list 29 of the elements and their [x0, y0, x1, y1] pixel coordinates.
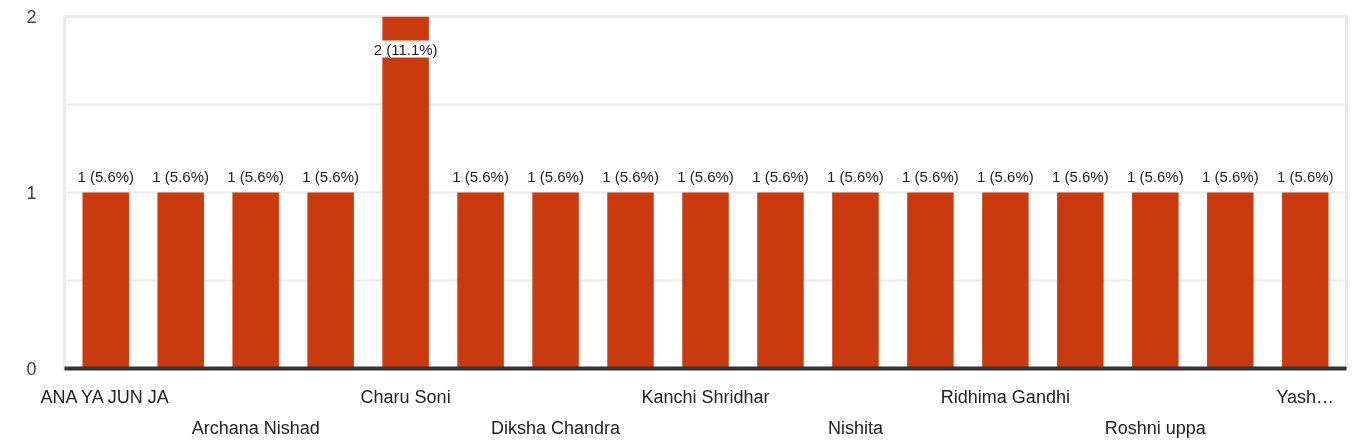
data-label: 1 (5.6%)	[1052, 167, 1109, 185]
data-label: 1 (5.6%)	[902, 167, 959, 185]
x-tick-label: Kanchi Shridhar	[641, 386, 770, 407]
data-label: 1 (5.6%)	[227, 167, 285, 185]
y-tick-label: 2	[26, 7, 37, 27]
x-tick-label: Diksha Chandra	[491, 417, 622, 438]
x-tick-label: Roshni uppa	[1104, 417, 1207, 438]
x-tick-label: Ridhima Gandhi	[940, 386, 1070, 407]
data-label: 1 (5.6%)	[827, 167, 884, 185]
data-label: 1 (5.6%)	[1276, 167, 1334, 185]
y-tick-label: 1	[26, 183, 37, 203]
x-tick-label: Nishita	[827, 417, 884, 438]
data-label: 1 (5.6%)	[152, 167, 210, 185]
data-label: 1 (5.6%)	[452, 167, 509, 185]
data-label: 1 (5.6%)	[752, 167, 809, 185]
x-tick-label: Archana Nishad	[191, 417, 320, 438]
data-label: 1 (5.6%)	[1126, 167, 1184, 185]
data-label: 1 (5.6%)	[77, 167, 135, 185]
data-label: 1 (5.6%)	[677, 167, 734, 185]
x-tick-label: Charu Soni	[360, 386, 451, 407]
y-tick-label: 0	[26, 359, 37, 379]
data-label: 1 (5.6%)	[977, 167, 1034, 185]
data-label: 1 (5.6%)	[602, 167, 659, 185]
x-tick-label: Yash…	[1276, 386, 1335, 407]
data-label: 1 (5.6%)	[1201, 167, 1259, 185]
data-label: 1 (5.6%)	[302, 167, 359, 185]
data-label: 1 (5.6%)	[527, 167, 584, 185]
x-tick-label: ANA YA JUN JA	[40, 386, 169, 407]
data-label: 2 (11.1%)	[373, 40, 438, 58]
